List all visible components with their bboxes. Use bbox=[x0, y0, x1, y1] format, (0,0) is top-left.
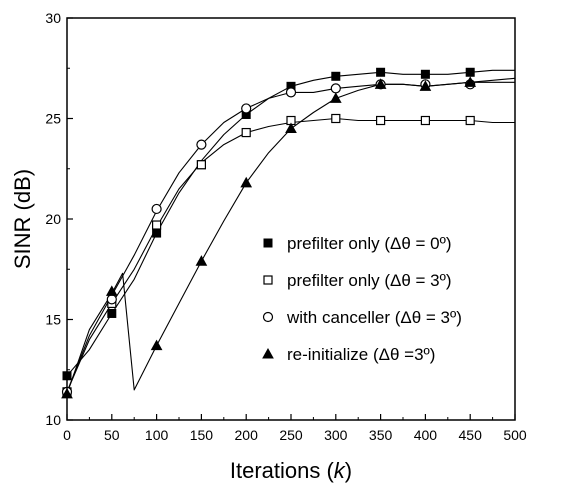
y-tick-label: 10 bbox=[45, 412, 61, 428]
x-tick-label: 250 bbox=[279, 427, 303, 443]
y-tick-label: 30 bbox=[45, 10, 61, 26]
data-point-series-1 bbox=[465, 67, 475, 77]
y-axis-ticks: 10 15 20 25 30 bbox=[45, 10, 73, 428]
x-tick-label: 200 bbox=[235, 427, 259, 443]
data-point-series-3 bbox=[330, 83, 341, 94]
x-tick-label: 450 bbox=[459, 427, 483, 443]
legend-marker-1 bbox=[263, 238, 273, 248]
data-point-series-2 bbox=[152, 220, 162, 230]
x-axis-title: Iterations (k) bbox=[230, 458, 352, 483]
series-line-4 bbox=[66, 81, 515, 395]
x-tick-label: 0 bbox=[63, 427, 71, 443]
data-point-series-1 bbox=[376, 67, 386, 77]
y-tick-label: 15 bbox=[45, 312, 61, 328]
data-point-series-2 bbox=[241, 127, 251, 138]
data-point-series-4 bbox=[240, 176, 253, 188]
legend-label-3: with canceller (Δθ = 3º) bbox=[286, 308, 462, 327]
x-axis-title-close: ) bbox=[345, 458, 352, 483]
data-point-series-1 bbox=[420, 69, 430, 79]
data-point-series-2 bbox=[196, 160, 206, 170]
data-point-series-4 bbox=[285, 122, 297, 134]
data-point-series-4 bbox=[150, 339, 163, 351]
legend-marker-2 bbox=[263, 275, 273, 285]
data-point-series-2 bbox=[465, 115, 475, 126]
x-axis-title-main: Iterations ( bbox=[230, 458, 335, 483]
x-axis-title-variable: k bbox=[334, 458, 346, 483]
data-point-series-2 bbox=[331, 113, 341, 124]
y-axis-title: SINR (dB) bbox=[10, 169, 35, 269]
data-point-series-4 bbox=[195, 255, 208, 266]
data-point-series-4 bbox=[105, 285, 118, 296]
x-tick-label: 500 bbox=[503, 427, 527, 443]
data-point-series-3 bbox=[106, 294, 117, 305]
data-point-series-1 bbox=[152, 228, 162, 238]
series-markers bbox=[61, 67, 477, 399]
data-point-series-3 bbox=[151, 203, 162, 215]
y-tick-label: 25 bbox=[45, 111, 61, 127]
legend-label-4: re-initialize (Δθ =3º) bbox=[287, 345, 435, 364]
x-tick-label: 400 bbox=[414, 427, 438, 443]
data-point-series-1 bbox=[107, 308, 117, 318]
x-tick-label: 100 bbox=[145, 427, 169, 443]
y-tick-label: 20 bbox=[45, 211, 61, 227]
x-axis-ticks: 0 50 100 150 200 250 300 350 400 450 500 bbox=[63, 414, 527, 443]
legend-label-2: prefilter only (Δθ = 3º) bbox=[287, 271, 452, 290]
data-point-series-1 bbox=[331, 71, 341, 81]
data-point-series-3 bbox=[196, 139, 207, 150]
legend-label-1: prefilter only (Δθ = 0º) bbox=[287, 234, 452, 253]
data-point-series-2 bbox=[420, 115, 430, 126]
x-tick-label: 50 bbox=[104, 427, 120, 443]
legend-marker-4 bbox=[262, 347, 274, 359]
data-point-series-4 bbox=[464, 76, 477, 87]
data-point-series-4 bbox=[329, 92, 342, 103]
x-tick-label: 350 bbox=[369, 427, 393, 443]
data-point-series-3 bbox=[241, 103, 252, 114]
data-point-series-2 bbox=[376, 115, 386, 126]
x-tick-label: 300 bbox=[324, 427, 348, 443]
legend: prefilter only (Δθ = 0º) prefilter only (… bbox=[262, 234, 462, 364]
data-point-series-4 bbox=[419, 80, 432, 91]
x-tick-label: 150 bbox=[190, 427, 214, 443]
data-point-series-3 bbox=[285, 87, 297, 98]
data-point-series-4 bbox=[374, 78, 387, 89]
legend-marker-3 bbox=[262, 311, 274, 323]
